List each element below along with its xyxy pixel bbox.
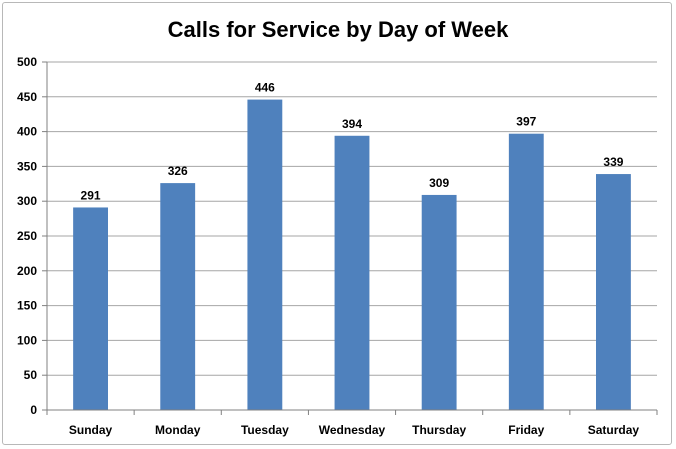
bar-sunday bbox=[73, 207, 108, 410]
data-label-monday: 326 bbox=[168, 164, 188, 178]
category-label-tuesday: Tuesday bbox=[241, 423, 289, 437]
y-tick-label: 150 bbox=[17, 299, 37, 313]
y-tick-label: 200 bbox=[17, 264, 37, 278]
x-axis-category-labels: Sunday Monday Tuesday Wednesday Thursday Frid… bbox=[69, 423, 640, 437]
data-label-friday: 397 bbox=[516, 115, 536, 129]
y-tick-label: 100 bbox=[17, 333, 37, 347]
bar-friday bbox=[508, 133, 544, 411]
category-label-friday: Friday bbox=[508, 423, 544, 437]
gridlines bbox=[47, 61, 657, 376]
data-label-sunday: 291 bbox=[81, 188, 101, 202]
category-label-monday: Monday bbox=[155, 423, 201, 437]
y-tick-label: 300 bbox=[17, 194, 37, 208]
y-tick-label: 400 bbox=[17, 125, 37, 139]
y-tick-label: 250 bbox=[17, 229, 37, 243]
chart-title: Calls for Service by Day of Week bbox=[168, 17, 510, 42]
y-tick-label: 450 bbox=[17, 90, 37, 104]
data-labels: 291 326 446 394 309 397 339 bbox=[81, 81, 624, 203]
bar-monday bbox=[160, 183, 196, 410]
data-label-wednesday: 394 bbox=[342, 117, 362, 131]
bar-saturday bbox=[596, 174, 631, 410]
data-label-tuesday: 446 bbox=[255, 81, 275, 95]
bars bbox=[73, 99, 631, 411]
category-label-wednesday: Wednesday bbox=[319, 423, 386, 437]
y-tick-label: 50 bbox=[24, 368, 38, 382]
axes bbox=[46, 62, 658, 415]
category-label-sunday: Sunday bbox=[69, 423, 113, 437]
y-axis-tick-labels: 0 50 100 150 200 250 300 350 400 450 500 bbox=[17, 55, 47, 417]
data-label-saturday: 339 bbox=[603, 155, 623, 169]
bar-thursday bbox=[421, 194, 457, 410]
data-label-thursday: 309 bbox=[429, 176, 449, 190]
bar-wednesday bbox=[334, 135, 370, 410]
y-tick-label: 500 bbox=[17, 55, 37, 69]
bar-tuesday bbox=[247, 99, 283, 411]
category-label-saturday: Saturday bbox=[588, 423, 640, 437]
y-tick-label: 0 bbox=[30, 403, 37, 417]
category-label-thursday: Thursday bbox=[412, 423, 466, 437]
y-tick-label: 350 bbox=[17, 159, 37, 173]
